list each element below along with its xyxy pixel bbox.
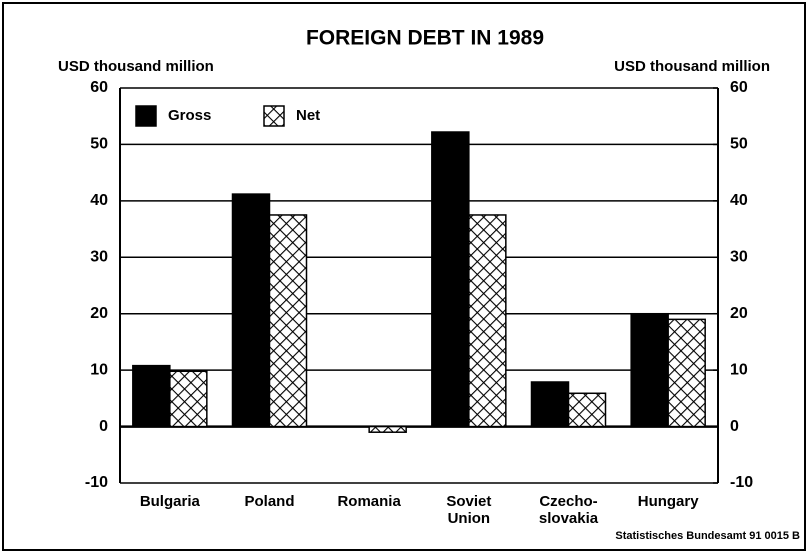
y2-tick-label: 20 [730,305,748,322]
x-tick-label: Czecho-slovakia [538,493,599,527]
bar [630,312,669,428]
y-tick-label: -10 [85,474,108,491]
legend-label: Gross [168,107,211,124]
x-tick-label: Romania [337,493,401,510]
y2-tick-label: 10 [730,361,748,378]
bar [530,381,570,428]
source: Statistisches Bundesamt 91 0015 B [615,530,800,542]
legend-label: Net [296,107,320,124]
bar [431,131,470,428]
y-tick-label: 10 [90,361,108,378]
y2-tick-label: -10 [730,474,753,491]
legend-swatch [263,105,285,127]
y2-tick-label: 0 [730,418,739,435]
x-tick-label: Poland [244,493,295,510]
y2-tick-label: 40 [730,192,748,209]
y-tick-label: 30 [90,249,108,266]
y-tick-label: 40 [90,192,108,209]
y-tick-label: 50 [90,136,108,153]
y2-tick-label: 30 [730,249,748,266]
bar [268,214,308,428]
y-tick-label: 0 [99,418,108,435]
y2-axis-label: USD thousand million [614,58,770,75]
bar [132,364,171,428]
legend-swatch [135,105,157,127]
bar [667,318,706,428]
bar [468,214,507,428]
bar [368,425,407,433]
y-tick-label: 60 [90,79,108,96]
y-tick-label: 20 [90,305,108,322]
x-tick-label: Hungary [637,493,699,510]
y-axis-label: USD thousand million [58,58,214,75]
bar [567,392,607,428]
bar [231,193,271,428]
x-tick-label: Bulgaria [139,493,200,510]
y2-tick-label: 50 [730,136,748,153]
y2-tick-label: 60 [730,79,748,96]
chart-title: FOREIGN DEBT IN 1989 [306,27,544,50]
bar [169,370,208,428]
x-tick-label: Soviet Union [446,493,492,527]
